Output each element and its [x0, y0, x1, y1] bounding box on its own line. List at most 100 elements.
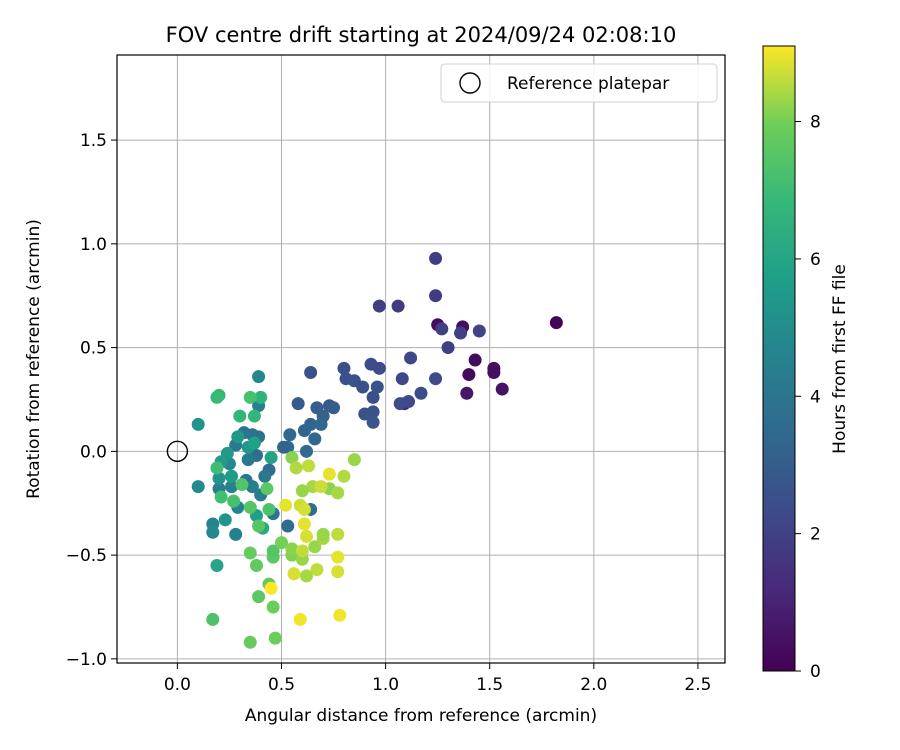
data-point — [372, 299, 386, 313]
data-point — [331, 486, 345, 500]
y-tick-label: 1.5 — [80, 131, 107, 151]
data-point — [227, 494, 241, 508]
data-point — [262, 502, 276, 516]
data-point — [487, 365, 501, 379]
data-point — [297, 424, 311, 438]
data-point — [308, 540, 322, 554]
y-axis-label: Rotation from reference (arcmin) — [24, 219, 44, 499]
data-point — [454, 326, 468, 340]
data-point — [337, 469, 351, 483]
x-tick-label: 2.0 — [580, 675, 607, 695]
data-point — [287, 567, 301, 581]
legend-label: Reference platepar — [507, 74, 669, 94]
data-point — [302, 459, 316, 473]
data-point — [277, 440, 291, 454]
plot-frame — [116, 54, 726, 664]
colorbar-tick-label: 6 — [810, 250, 821, 270]
data-point — [210, 558, 224, 572]
data-point — [266, 600, 280, 614]
data-point — [231, 430, 245, 444]
data-point — [370, 380, 384, 394]
x-tick-label: 1.5 — [476, 675, 503, 695]
data-point — [299, 444, 313, 458]
data-point — [264, 581, 278, 595]
data-point — [235, 478, 249, 492]
data-point — [206, 525, 220, 539]
colorbar-frame — [762, 45, 796, 672]
data-point — [366, 415, 380, 429]
data-point — [391, 299, 405, 313]
data-point — [293, 612, 307, 626]
y-axis-ticks: −1.0 −0.5 0.0 0.5 1.0 1.5 — [66, 131, 117, 670]
data-point — [268, 631, 282, 645]
colorbar-tick-label: 0 — [810, 662, 821, 682]
y-tick-label: −0.5 — [66, 546, 107, 566]
data-point — [468, 353, 482, 367]
data-point — [316, 527, 330, 541]
data-point — [254, 390, 268, 404]
x-axis-label: Angular distance from reference (arcmin) — [245, 706, 597, 726]
data-point — [322, 467, 336, 481]
data-point — [206, 612, 220, 626]
x-tick-label: 2.5 — [684, 675, 711, 695]
data-point — [314, 480, 328, 494]
data-point — [297, 502, 311, 516]
grid-lines — [117, 55, 725, 663]
data-point — [225, 480, 239, 494]
data-points — [166, 251, 563, 649]
data-point — [252, 590, 266, 604]
data-point — [429, 372, 443, 386]
data-point — [266, 544, 280, 558]
data-point — [404, 351, 418, 365]
data-point — [258, 469, 272, 483]
data-point — [229, 527, 243, 541]
data-point — [243, 546, 257, 560]
data-point — [225, 469, 239, 483]
data-point — [295, 544, 309, 558]
data-point — [429, 251, 443, 265]
data-point — [252, 519, 266, 533]
data-point — [243, 390, 257, 404]
data-point — [260, 482, 274, 496]
data-point — [331, 527, 345, 541]
legend: Reference platepar — [440, 63, 718, 103]
colorbar-tick-label: 8 — [810, 113, 821, 133]
data-point — [327, 401, 341, 415]
data-point — [289, 461, 303, 475]
data-point — [212, 471, 226, 485]
data-point — [264, 451, 278, 465]
data-point — [304, 365, 318, 379]
data-point — [337, 361, 351, 375]
data-point — [191, 417, 205, 431]
colorbar-label: Hours from first FF file — [830, 264, 850, 454]
data-point — [429, 289, 443, 303]
data-point — [441, 341, 455, 355]
data-point — [285, 542, 299, 556]
data-point — [402, 395, 416, 409]
colorbar-tick-label: 4 — [810, 387, 821, 407]
data-point — [285, 451, 299, 465]
data-point — [331, 565, 345, 579]
data-point — [308, 432, 322, 446]
data-point — [250, 558, 264, 572]
data-point — [495, 382, 509, 396]
data-point — [252, 370, 266, 384]
colorbar-ticks: 0 2 4 6 8 — [795, 113, 821, 682]
y-tick-label: 0.5 — [80, 339, 107, 359]
legend-marker — [459, 72, 481, 94]
chart-title: FOV centre drift starting at 2024/09/24 … — [166, 23, 677, 47]
data-point — [460, 386, 474, 400]
y-tick-label: 0.0 — [80, 442, 107, 462]
reference-marker — [166, 440, 189, 463]
colorbar-gradient — [763, 46, 795, 671]
data-point — [218, 513, 232, 527]
data-point — [314, 417, 328, 431]
data-point — [247, 409, 261, 423]
x-tick-label: 0.5 — [268, 675, 295, 695]
data-point — [233, 409, 247, 423]
data-point — [283, 428, 297, 442]
data-point — [372, 361, 386, 375]
data-point — [297, 517, 311, 531]
